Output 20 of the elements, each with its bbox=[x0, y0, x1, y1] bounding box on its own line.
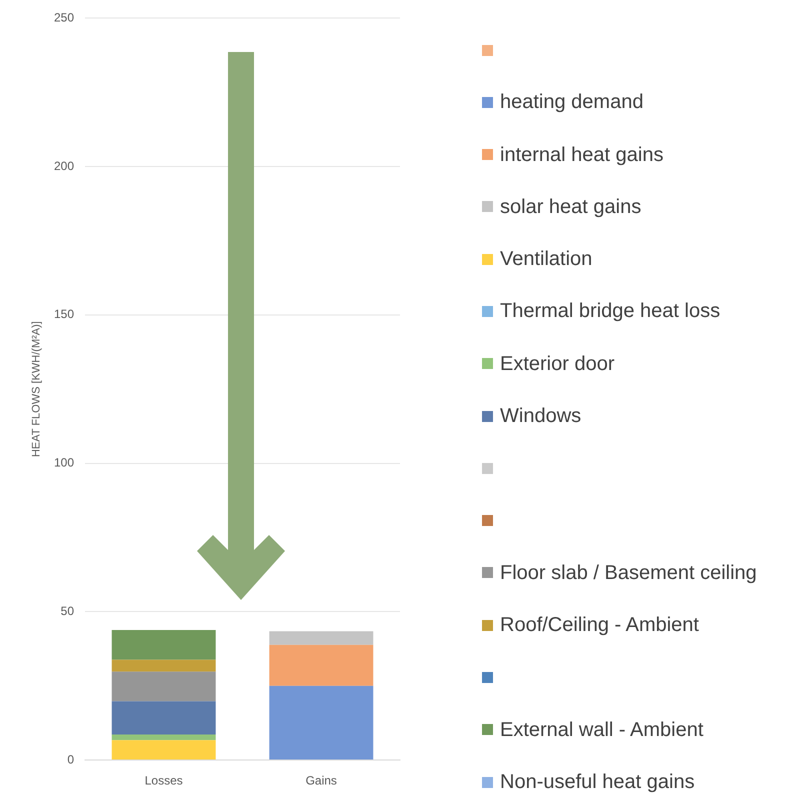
y-tick-label: 0 bbox=[67, 752, 74, 766]
y-tick-label: 50 bbox=[60, 604, 74, 618]
legend-label: internal heat gains bbox=[500, 142, 664, 167]
y-tick-label: 200 bbox=[54, 158, 74, 173]
legend-label: heating demand bbox=[500, 90, 644, 114]
legend-label: Roof/Ceiling - Ambient bbox=[500, 613, 699, 638]
legend-label: Windows bbox=[500, 404, 582, 428]
y-tick-label: 100 bbox=[54, 456, 74, 470]
y-tick-label: 150 bbox=[54, 307, 74, 322]
x-tick-label: Gains bbox=[306, 774, 337, 788]
legend-label: Floor slab / Basement ceiling bbox=[500, 560, 757, 585]
legend-label: External wall - Ambient bbox=[500, 718, 704, 742]
legend-label: Exterior door bbox=[500, 352, 614, 376]
legend-label: solar heat gains bbox=[500, 194, 642, 219]
y-axis-title: HEAT FLOWS [KWH/(M²A)] bbox=[30, 321, 43, 458]
y-tick-label: 250 bbox=[54, 10, 74, 25]
legend-label: Ventilation bbox=[500, 247, 592, 272]
x-tick-label: Losses bbox=[144, 774, 183, 788]
legend-label: Thermal bridge heat loss bbox=[500, 299, 720, 324]
legend-label: Non-useful heat gains bbox=[500, 770, 695, 794]
